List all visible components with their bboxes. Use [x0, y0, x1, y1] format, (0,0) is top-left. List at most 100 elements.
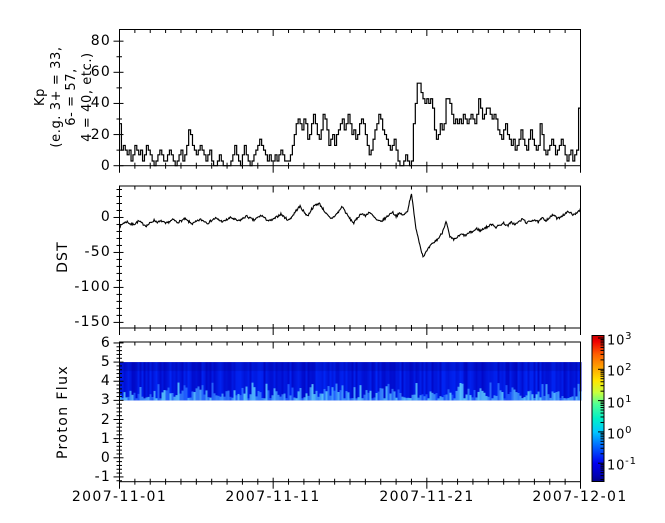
- heatmap-column: [475, 362, 478, 401]
- heatmap-streak: [153, 390, 156, 401]
- heatmap-column: [371, 362, 374, 401]
- heatmap-streak: [169, 393, 172, 401]
- heatmap-column: [189, 362, 192, 401]
- heatmap-streak: [401, 396, 404, 401]
- heatmap-streak: [465, 394, 468, 401]
- heatmap-streak: [275, 391, 278, 401]
- heatmap-streak: [319, 393, 322, 401]
- heatmap-streak: [543, 395, 546, 401]
- heatmap-column: [177, 362, 180, 401]
- heatmap-column: [377, 362, 380, 401]
- heatmap-streak: [471, 397, 474, 401]
- heatmap-column: [449, 362, 452, 401]
- heatmap-column: [391, 362, 394, 401]
- heatmap-streak: [167, 387, 170, 401]
- heatmap-streak: [133, 392, 136, 401]
- heatmap-streak: [337, 392, 340, 401]
- heatmap-column: [385, 362, 388, 401]
- heatmap-streak: [523, 397, 526, 401]
- heatmap-streak: [463, 398, 466, 401]
- heatmap-streak: [229, 396, 232, 401]
- heatmap-column: [299, 362, 302, 401]
- heatmap-streak: [273, 388, 276, 401]
- heatmap-column: [527, 362, 530, 401]
- heatmap-column: [461, 362, 464, 401]
- heatmap-streak: [143, 398, 146, 401]
- heatmap-column: [571, 362, 574, 401]
- heatmap-streak: [411, 394, 414, 401]
- heatmap-column: [127, 362, 130, 401]
- heatmap-column: [451, 362, 454, 401]
- heatmap-column: [569, 362, 572, 401]
- heatmap-streak: [311, 384, 314, 401]
- heatmap-column: [137, 362, 140, 401]
- heatmap-streak: [421, 394, 424, 401]
- heatmap-streak: [503, 398, 506, 401]
- heatmap-column: [249, 362, 252, 401]
- heatmap-column: [327, 362, 330, 401]
- heatmap-streak: [565, 398, 568, 401]
- heatmap-column: [459, 362, 462, 401]
- heatmap-column: [235, 362, 238, 401]
- heatmap-column: [489, 362, 492, 401]
- heatmap-column: [403, 362, 406, 401]
- kp-ytick-label-0: 0: [100, 157, 111, 174]
- heatmap-column: [181, 362, 184, 401]
- heatmap-streak: [341, 385, 344, 401]
- heatmap-streak: [363, 394, 366, 401]
- heatmap-column: [323, 362, 326, 401]
- heatmap-streak: [287, 384, 290, 401]
- heatmap-column: [275, 362, 278, 401]
- heatmap-column: [395, 362, 398, 401]
- heatmap-column: [401, 362, 404, 401]
- heatmap-column: [537, 362, 540, 401]
- heatmap-column: [359, 362, 362, 401]
- heatmap-streak: [289, 395, 292, 401]
- heatmap-streak: [397, 389, 400, 401]
- heatmap-column: [153, 362, 156, 401]
- heatmap-column: [521, 362, 524, 401]
- heatmap-column: [265, 362, 268, 401]
- heatmap-column: [251, 362, 254, 401]
- heatmap-streak: [267, 390, 270, 401]
- heatmap-column: [187, 362, 190, 401]
- heatmap-column: [283, 362, 286, 401]
- heatmap-column: [557, 362, 560, 401]
- heatmap-streak: [477, 391, 480, 401]
- heatmap-column: [259, 362, 262, 401]
- heatmap-column: [545, 362, 548, 401]
- heatmap-streak: [391, 388, 394, 401]
- heatmap-column: [337, 362, 340, 401]
- heatmap-streak: [299, 388, 302, 401]
- heatmap-streak: [511, 387, 514, 401]
- heatmap-column: [303, 362, 306, 401]
- heatmap-column: [469, 362, 472, 401]
- heatmap-column: [453, 362, 456, 401]
- heatmap-streak: [457, 386, 460, 401]
- heatmap-streak: [491, 398, 494, 401]
- heatmap-column: [135, 362, 138, 401]
- heatmap-column: [573, 362, 576, 401]
- heatmap-streak: [327, 386, 330, 401]
- heatmap-column: [297, 362, 300, 401]
- heatmap-column: [209, 362, 212, 401]
- heatmap-streak: [525, 395, 528, 401]
- colorbar-bar: [591, 335, 605, 482]
- heatmap-streak: [251, 382, 254, 401]
- heatmap-column: [161, 362, 164, 401]
- heatmap-streak: [571, 396, 574, 401]
- heatmap-streak: [493, 395, 496, 401]
- heatmap-column: [125, 362, 128, 401]
- heatmap-streak: [315, 390, 318, 401]
- heatmap-column: [295, 362, 298, 401]
- heatmap-streak: [489, 382, 492, 401]
- heatmap-column: [287, 362, 290, 401]
- heatmap-streak: [179, 393, 182, 401]
- heatmap-column: [491, 362, 494, 401]
- heatmap-column: [305, 362, 308, 401]
- heatmap-column: [413, 362, 416, 401]
- heatmap-streak: [209, 397, 212, 401]
- heatmap-column: [519, 362, 522, 401]
- heatmap-column: [383, 362, 386, 401]
- heatmap-streak: [485, 396, 488, 401]
